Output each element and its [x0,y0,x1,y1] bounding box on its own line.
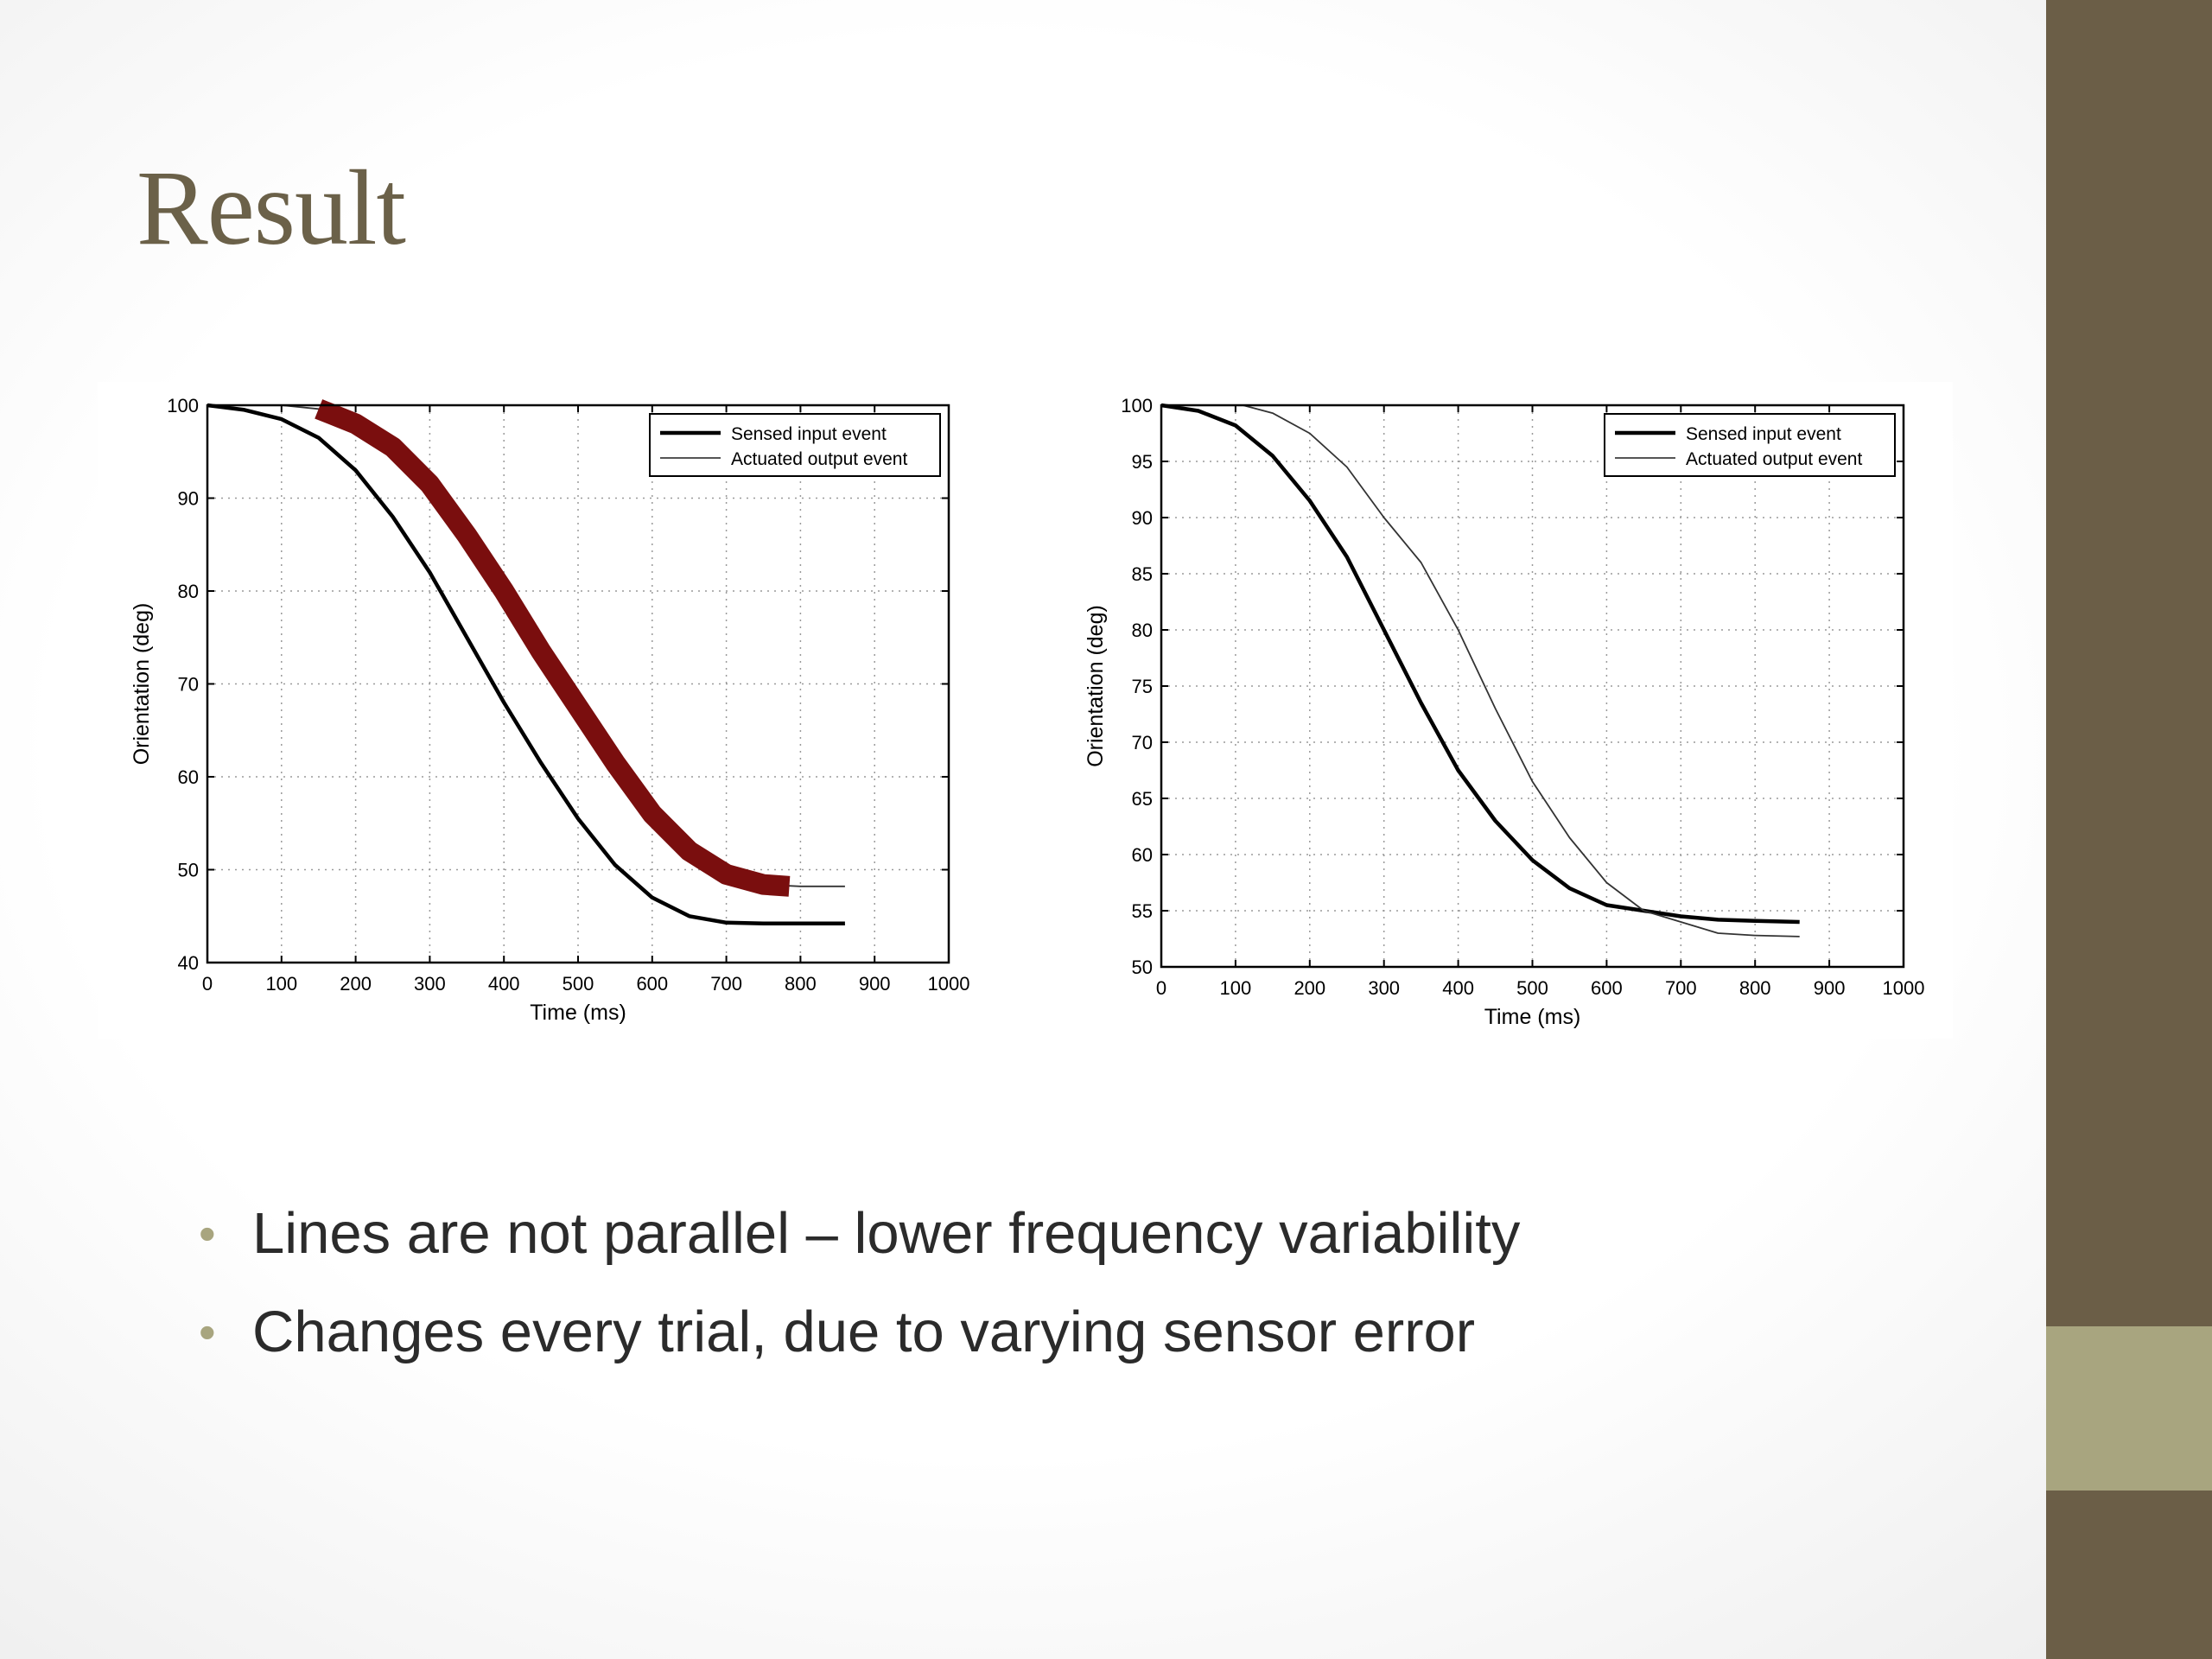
highlight-stroke [315,399,791,897]
series-line-sensed-input [1160,403,1800,925]
x-tick-label: 100 [265,973,297,995]
y-tick-label: 90 [1132,507,1153,529]
y-tick-label: 100 [1121,395,1153,416]
series-line-sensed-input [207,403,845,926]
x-tick-label: 600 [636,973,668,995]
legend-box [1604,413,1896,477]
bullet-text: Lines are not parallel – lower frequency… [252,1201,1521,1266]
x-tick-label: 300 [414,973,446,995]
legend-box [649,413,941,477]
bullet-item: • Lines are not parallel – lower frequenc… [197,1192,1520,1291]
y-tick-label: 100 [167,395,199,416]
x-tick-label: 900 [859,973,891,995]
y-tick-label: 95 [1132,451,1153,473]
y-tick-label: 50 [178,860,199,881]
plot-frame [1160,404,1905,969]
y-tick-label: 50 [1132,957,1153,978]
right-chart: 0 100 200 300 400 500 600 700 800 900 1000 50 55 60 65… [1071,382,1953,1039]
y-tick-label: 40 [178,952,199,974]
y-axis-label: Orientation (deg) [130,603,154,766]
x-tick-label: 700 [710,973,742,995]
x-tick-label: 700 [1665,977,1697,999]
slide-title: Result [137,149,406,267]
y-tick-label: 70 [178,674,199,696]
x-tick-label: 1000 [928,973,970,995]
x-axis-label: Time (ms) [530,1001,626,1025]
x-tick-label: 500 [1516,977,1548,999]
bullet-icon: • [199,1305,216,1359]
legend-label: Actuated output event [1686,449,1862,469]
y-tick-label: 55 [1132,900,1153,922]
bullet-text: Changes every trial, due to varying sens… [252,1300,1476,1364]
bullet-item: • Changes every trial, due to varying sen… [197,1291,1520,1389]
x-tick-label: 400 [488,973,520,995]
legend-label: Sensed input event [731,424,887,444]
x-tick-label: 800 [1739,977,1771,999]
legend-label: Sensed input event [1686,424,1841,444]
x-tick-label: 0 [1156,977,1166,999]
series-line-actuated-output [1243,404,1800,938]
legend-label: Actuated output event [731,449,907,469]
bullet-icon: • [199,1206,216,1261]
y-tick-label: 80 [178,581,199,602]
bullet-list: • Lines are not parallel – lower frequenc… [197,1192,1520,1389]
y-tick-label: 70 [1132,732,1153,753]
x-tick-label: 400 [1442,977,1474,999]
sidebar-light-band [2046,1326,2212,1491]
right-chart-plot: 0 100 200 300 400 500 600 700 800 900 1000 50 55 60 65… [1084,395,1925,1029]
x-tick-label: 200 [340,973,372,995]
y-tick-label: 80 [1132,620,1153,641]
y-tick-label: 75 [1132,676,1153,697]
x-tick-label: 600 [1591,977,1623,999]
left-chart: 0 100 200 300 400 500 600 700 800 900 1000 40 50 60 70… [98,382,988,1039]
left-chart-plot: 0 100 200 300 400 500 600 700 800 900 1000 40 50 60 70… [130,395,970,1025]
y-tick-label: 85 [1132,563,1153,585]
x-axis-label: Time (ms) [1484,1005,1581,1029]
x-tick-label: 0 [202,973,213,995]
x-tick-label: 800 [785,973,817,995]
x-tick-label: 1000 [1883,977,1925,999]
x-tick-label: 200 [1294,977,1325,999]
y-axis-label: Orientation (deg) [1084,605,1108,767]
y-tick-label: 60 [1132,844,1153,866]
plot-frame [206,404,950,964]
x-tick-label: 500 [563,973,594,995]
y-tick-label: 60 [178,766,199,788]
x-tick-label: 900 [1814,977,1846,999]
x-tick-label: 300 [1368,977,1400,999]
x-tick-label: 100 [1220,977,1252,999]
y-tick-label: 65 [1132,788,1153,810]
y-tick-label: 90 [178,488,199,510]
